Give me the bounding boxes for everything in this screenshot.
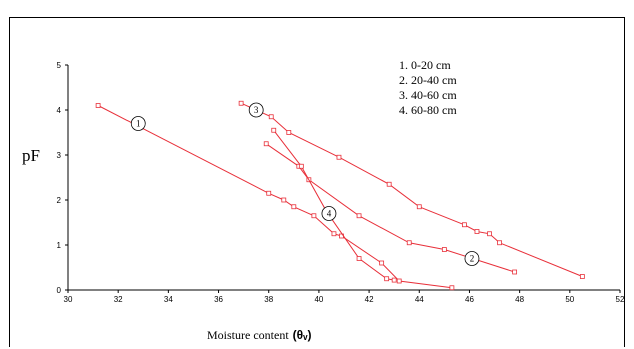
x-tick-label: 46 (465, 295, 474, 304)
data-point (487, 231, 492, 237)
data-point (579, 274, 585, 279)
x-tick-label: 42 (365, 295, 374, 304)
series-4 (271, 127, 397, 283)
series-line (240, 102, 583, 277)
data-point (386, 181, 392, 187)
data-point (263, 141, 269, 147)
x-tick-label: 52 (616, 295, 625, 304)
series-marker-circle (130, 116, 146, 131)
y-tick-label: 0 (57, 286, 62, 295)
legend: 1. 0-20 cm2. 20-40 cm3. 40-60 cm4. 60-80… (399, 58, 457, 117)
y-tick-label: 2 (57, 196, 62, 205)
x-axis-label: Moisture content (θᵥ) (207, 328, 312, 342)
data-point (268, 114, 274, 120)
chart-frame (9, 17, 625, 347)
data-point (336, 154, 342, 160)
series-marker-circle (321, 206, 337, 221)
x-tick-label: 34 (164, 295, 173, 304)
data-point (281, 197, 287, 203)
x-tick-label: 40 (314, 295, 323, 304)
x-tick-label: 44 (415, 295, 424, 304)
legend-entry: 2. 20-40 cm (399, 73, 457, 87)
legend-entry: 1. 0-20 cm (399, 58, 451, 72)
series-3 (263, 141, 518, 275)
x-tick-label: 30 (64, 295, 73, 304)
series-1 (95, 103, 455, 291)
series-marker-label: 4 (327, 209, 332, 219)
x-tick-label: 48 (515, 295, 524, 304)
y-tick-label: 4 (57, 106, 62, 115)
data-point (291, 204, 297, 210)
y-tick-label: 5 (57, 61, 62, 70)
data-point (311, 213, 317, 219)
y-tick-label: 3 (57, 151, 62, 160)
data-point (474, 229, 480, 234)
series-marker-label: 1 (136, 119, 141, 129)
x-axis-label-text: Moisture content (207, 328, 289, 342)
y-axis-label: pF (22, 146, 40, 165)
series-marker-label: 3 (254, 105, 259, 115)
data-point (462, 222, 467, 228)
series-markers: 1 2 3 4 (130, 102, 480, 266)
data-point (384, 276, 390, 282)
x-tick-label: 32 (114, 295, 123, 304)
data-point (441, 247, 447, 252)
data-point (391, 277, 397, 283)
y-tick-label: 1 (57, 241, 62, 250)
data-point (298, 163, 304, 169)
series-line (265, 143, 515, 273)
data-point (406, 240, 412, 246)
data-point (271, 127, 277, 133)
data-point (331, 231, 337, 237)
series-marker-label: 2 (470, 254, 475, 264)
data-point (356, 256, 362, 261)
data-point (416, 204, 422, 210)
legend-entry: 3. 40-60 cm (399, 88, 457, 102)
series-line (97, 105, 452, 289)
data-point (286, 130, 292, 135)
data-point (266, 190, 272, 196)
data-point (512, 269, 518, 275)
data-point (356, 213, 362, 219)
series-marker-circle (248, 102, 264, 118)
series-2 (238, 100, 585, 279)
data-point (396, 278, 402, 284)
data-point (95, 103, 101, 108)
data-point (449, 285, 455, 291)
x-tick-label: 38 (264, 295, 273, 304)
data-point (238, 100, 244, 106)
x-axis-unit: (θᵥ) (293, 328, 312, 342)
x-tick-label: 36 (214, 295, 223, 304)
series-layer (95, 100, 585, 291)
series-marker-circle (464, 251, 480, 266)
data-point (379, 260, 385, 266)
data-point (497, 240, 502, 246)
x-tick-label: 50 (565, 295, 574, 304)
legend-entry: 4. 60-80 cm (399, 103, 457, 117)
